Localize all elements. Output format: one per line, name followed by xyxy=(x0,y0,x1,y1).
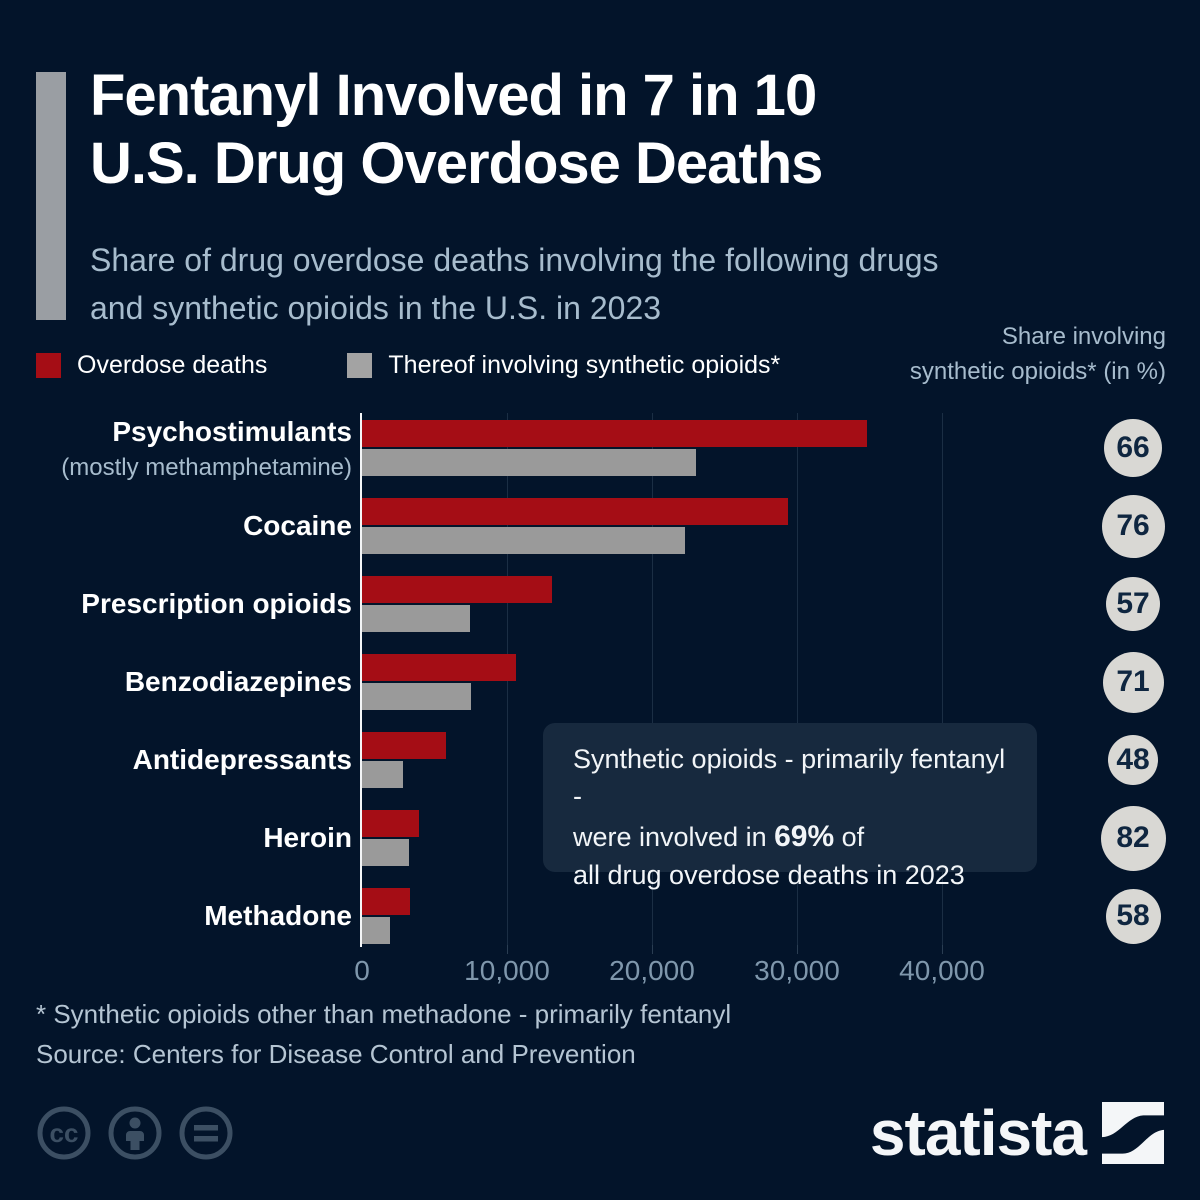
category-label-heroin: Heroin xyxy=(263,822,352,853)
annotation-line-2-pre: were involved in xyxy=(573,821,775,852)
share-badge-76: 76 xyxy=(1101,494,1165,558)
legend-item-synthetic: Thereof involving synthetic opioids* xyxy=(347,351,780,380)
creative-commons-icons: cc xyxy=(36,1105,234,1161)
chart-row-prescription-opioids: Prescription opioids 57 xyxy=(0,569,1200,647)
chart-row-methadone: Methadone 58 xyxy=(0,881,1200,959)
category-label-cocaine: Cocaine xyxy=(243,510,352,541)
bar-overdose-deaths xyxy=(362,498,789,525)
bar-chart: 0 10,000 20,000 30,000 40,000 Psychostimulant… xyxy=(0,413,1200,986)
category-label-psychostimulants: Psychostimulants (mostly methamphetamine) xyxy=(0,416,352,482)
svg-text:cc: cc xyxy=(50,1118,79,1148)
chart-row-benzodiazepines: Benzodiazepines 71 xyxy=(0,647,1200,725)
x-axis-label-0: 0 xyxy=(354,955,370,986)
annotation-line-2-post: of xyxy=(834,821,865,852)
gridline-30,000 xyxy=(797,413,798,945)
share-column-header-line-2: synthetic opioids* (in %) xyxy=(909,357,1166,385)
statista-logo-icon xyxy=(1102,1102,1164,1164)
bar-synthetic-opioids xyxy=(362,761,403,788)
category-label-benzodiazepines: Benzodiazepines xyxy=(124,666,352,697)
legend-item-overdose: Overdose deaths xyxy=(36,351,267,380)
page-title: Fentanyl Involved in 7 in 10 U.S. Drug O… xyxy=(90,62,823,198)
share-badge-66: 66 xyxy=(1104,419,1162,477)
bar-synthetic-opioids xyxy=(362,605,470,632)
axis-tick xyxy=(652,945,653,954)
bar-synthetic-opioids xyxy=(362,839,410,866)
gridline-20,000 xyxy=(652,413,653,945)
annotation-69-percent: 69% xyxy=(774,819,835,853)
attribution-person-icon xyxy=(108,1106,162,1160)
share-badge-48: 48 xyxy=(1108,735,1158,785)
share-badge-71: 71 xyxy=(1102,651,1164,713)
title-accent-bar xyxy=(36,72,66,320)
x-axis-label-30,000: 30,000 xyxy=(754,955,840,986)
statista-wordmark: statista xyxy=(869,1097,1087,1169)
bar-overdose-deaths xyxy=(362,420,867,447)
x-axis-label-40,000: 40,000 xyxy=(899,955,985,986)
annotation-line-1: Synthetic opioids - primarily fentanyl - xyxy=(573,744,1006,812)
legend-swatch-gray xyxy=(347,353,373,378)
legend-label-overdose: Overdose deaths xyxy=(77,351,268,379)
category-label-methadone: Methadone xyxy=(204,900,352,931)
bar-overdose-deaths xyxy=(362,732,447,759)
axis-tick xyxy=(507,945,508,954)
bar-synthetic-opioids xyxy=(362,917,390,944)
category-label: Psychostimulants xyxy=(112,416,352,447)
bar-overdose-deaths xyxy=(362,888,410,915)
category-label-antidepressants: Antidepressants xyxy=(132,744,352,775)
category-label-prescription-opioids: Prescription opioids xyxy=(81,588,352,619)
x-axis-label-10,000: 10,000 xyxy=(464,955,550,986)
annotation-line-3: all drug overdose deaths in 2023 xyxy=(573,859,965,890)
share-column-header-line-1: Share involving xyxy=(1001,323,1166,350)
annotation-line-2: were involved in 69% of xyxy=(573,816,1007,857)
bar-synthetic-opioids xyxy=(362,683,471,710)
statista-brand: statista xyxy=(870,1096,1164,1170)
legend-label-synthetic: Thereof involving synthetic opioids* xyxy=(388,351,781,379)
page-subtitle: Share of drug overdose deaths involving … xyxy=(90,236,939,332)
chart-row-cocaine: Cocaine 76 xyxy=(0,491,1200,569)
chart-row-antidepressants: Antidepressants 48 xyxy=(0,725,1200,803)
annotation-box: Synthetic opioids - primarily fentanyl -… xyxy=(543,723,1037,890)
bar-overdose-deaths xyxy=(362,810,420,837)
chart-row-psychostimulants: Psychostimulants (mostly methamphetamine)… xyxy=(0,413,1200,491)
gridline-40,000 xyxy=(942,413,943,945)
subtitle-line-2: and synthetic opioids in the U.S. in 202… xyxy=(90,290,662,326)
share-badge-57: 57 xyxy=(1106,577,1160,631)
subtitle-line-1: Share of drug overdose deaths involving … xyxy=(90,242,939,278)
cc-icon: cc xyxy=(37,1106,91,1160)
source-line: Source: Centers for Disease Control and … xyxy=(36,1039,636,1069)
bar-overdose-deaths xyxy=(362,654,516,681)
share-badge-82: 82 xyxy=(1100,805,1166,871)
title-line-1: Fentanyl Involved in 7 in 10 xyxy=(90,63,817,128)
bar-overdose-deaths xyxy=(362,576,552,603)
share-badge-58: 58 xyxy=(1105,888,1161,944)
chart-row-heroin: Heroin 82 xyxy=(0,803,1200,881)
axis-tick xyxy=(797,945,798,954)
bar-synthetic-opioids xyxy=(362,449,696,476)
share-column-header: Share involving synthetic opioids* (in %… xyxy=(910,320,1166,390)
no-derivatives-equals-icon xyxy=(179,1106,233,1160)
y-axis-line xyxy=(360,413,362,947)
legend-swatch-red xyxy=(36,353,61,378)
footnote: * Synthetic opioids other than methadone… xyxy=(36,999,732,1029)
axis-tick xyxy=(942,945,943,954)
title-line-2: U.S. Drug Overdose Deaths xyxy=(90,130,823,196)
x-axis-label-20,000: 20,000 xyxy=(609,955,695,986)
chart-legend: Overdose deaths Thereof involving synthe… xyxy=(36,351,780,380)
category-sublabel: (mostly methamphetamine) xyxy=(61,454,352,481)
bar-synthetic-opioids xyxy=(362,527,686,554)
